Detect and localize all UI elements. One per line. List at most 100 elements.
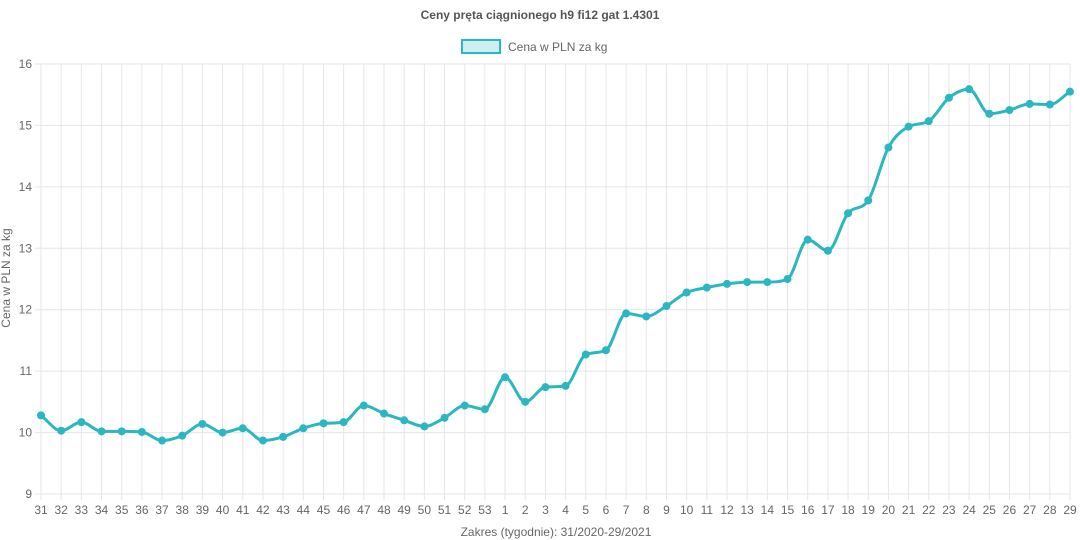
x-tick-label: 49 (397, 503, 411, 517)
data-point[interactable] (97, 427, 106, 436)
x-tick-label: 32 (54, 503, 68, 517)
legend-swatch[interactable] (461, 39, 501, 54)
x-tick-label: 4 (562, 503, 569, 517)
x-tick-label: 24 (962, 503, 976, 517)
x-tick-label: 10 (680, 503, 694, 517)
x-tick-label: 8 (643, 503, 650, 517)
legend[interactable]: Cena w PLN za kg (461, 39, 607, 54)
data-point[interactable] (985, 109, 994, 118)
data-point[interactable] (117, 427, 126, 436)
data-point[interactable] (37, 411, 45, 420)
data-point[interactable] (944, 93, 953, 102)
data-point[interactable] (884, 143, 893, 152)
data-point[interactable] (339, 418, 348, 427)
data-point[interactable] (57, 426, 66, 435)
y-tick-label: 14 (19, 180, 33, 194)
data-point[interactable] (400, 416, 409, 425)
x-tick-label: 44 (297, 503, 311, 517)
data-point[interactable] (1005, 106, 1014, 115)
data-point[interactable] (1025, 99, 1034, 108)
data-point[interactable] (783, 275, 792, 283)
x-tick-label: 29 (1063, 503, 1077, 517)
data-points (37, 85, 1074, 445)
data-point[interactable] (622, 309, 631, 318)
data-point[interactable] (803, 235, 812, 244)
x-tick-label: 46 (337, 503, 351, 517)
data-point[interactable] (380, 409, 388, 418)
x-tick-label: 2 (522, 503, 529, 517)
x-tick-label: 41 (236, 503, 250, 517)
x-tick-label: 19 (862, 503, 876, 517)
y-tick-label: 10 (19, 426, 33, 440)
data-point[interactable] (319, 419, 328, 428)
x-tick-label: 11 (701, 503, 714, 517)
data-point[interactable] (218, 428, 227, 437)
x-tick-label: 33 (75, 503, 89, 517)
x-tick-label: 16 (801, 503, 815, 517)
data-point[interactable] (521, 397, 530, 406)
x-tick-label: 35 (115, 503, 129, 517)
data-point[interactable] (359, 401, 368, 410)
data-point[interactable] (1045, 100, 1054, 109)
x-tick-label: 18 (841, 503, 855, 517)
data-point[interactable] (561, 381, 570, 390)
data-point[interactable] (723, 279, 731, 288)
x-tick-label: 9 (663, 503, 670, 517)
data-point[interactable] (420, 422, 429, 431)
data-point[interactable] (137, 427, 146, 436)
x-tick-label: 37 (155, 503, 169, 517)
y-tick-label: 12 (19, 303, 33, 317)
x-tick-label: 15 (781, 503, 795, 517)
data-point[interactable] (541, 383, 550, 392)
data-point[interactable] (904, 122, 913, 131)
data-point[interactable] (238, 424, 247, 433)
data-point[interactable] (460, 401, 469, 410)
data-point[interactable] (823, 246, 832, 255)
x-tick-label: 17 (821, 503, 835, 517)
y-tick-label: 9 (25, 487, 32, 501)
data-point[interactable] (743, 278, 752, 287)
data-point[interactable] (440, 413, 449, 422)
data-point[interactable] (279, 432, 288, 441)
data-point[interactable] (1066, 87, 1074, 96)
data-point[interactable] (682, 288, 691, 297)
data-point[interactable] (763, 278, 772, 287)
x-tick-label: 7 (623, 503, 630, 517)
data-point[interactable] (965, 85, 974, 94)
chart-title: Ceny pręta ciągnionego h9 fi12 gat 1.430… (421, 8, 660, 22)
data-point[interactable] (702, 283, 711, 292)
y-axis-label: Cena w PLN za kg (0, 228, 13, 327)
x-tick-label: 51 (438, 503, 452, 517)
data-point[interactable] (642, 312, 651, 321)
x-tick-label: 25 (983, 503, 997, 517)
x-tick-label: 52 (458, 503, 472, 517)
x-tick-label: 20 (882, 503, 896, 517)
data-point[interactable] (77, 418, 86, 427)
x-tick-label: 12 (720, 503, 734, 517)
data-point[interactable] (480, 405, 489, 414)
x-tick-label: 50 (418, 503, 432, 517)
data-point[interactable] (198, 419, 207, 428)
x-tick-label: 48 (377, 503, 391, 517)
x-tick-label: 26 (1003, 503, 1017, 517)
data-point[interactable] (258, 436, 267, 445)
data-point[interactable] (178, 431, 187, 440)
data-point[interactable] (864, 196, 873, 205)
data-point[interactable] (158, 436, 167, 445)
x-tick-label: 1 (502, 503, 509, 517)
x-tick-label: 21 (902, 503, 916, 517)
data-point[interactable] (924, 117, 933, 126)
data-point[interactable] (581, 350, 590, 359)
data-point[interactable] (844, 209, 853, 218)
x-tick-label: 13 (740, 503, 754, 517)
data-point[interactable] (601, 346, 610, 355)
x-tick-label: 38 (176, 503, 190, 517)
x-tick-label: 39 (196, 503, 210, 517)
x-axis-ticks: 31 32 33 34 35 36 37 38 39 40 41 42 43 44 45 46 47 48 49 50… (34, 503, 1077, 517)
data-point[interactable] (501, 373, 510, 382)
x-tick-label: 28 (1043, 503, 1057, 517)
data-point[interactable] (662, 302, 671, 311)
data-point[interactable] (299, 424, 308, 433)
